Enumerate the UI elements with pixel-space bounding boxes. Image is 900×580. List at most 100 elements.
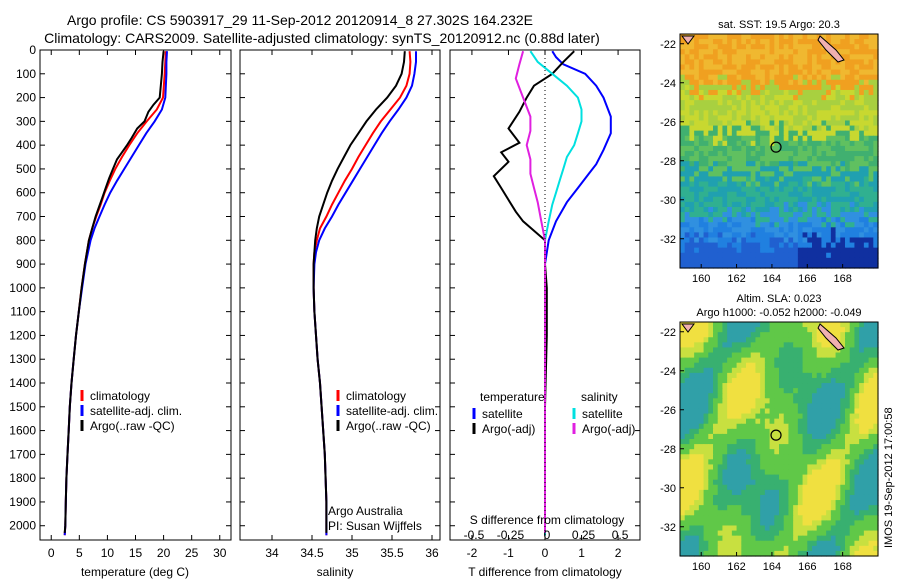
map-cell xyxy=(807,418,813,425)
map-cell xyxy=(812,145,818,152)
map-cell xyxy=(722,550,728,557)
map-cell xyxy=(764,95,771,101)
map-cell xyxy=(868,237,874,244)
map-cell xyxy=(698,247,705,254)
map-cell xyxy=(764,247,771,254)
map-cell xyxy=(779,252,785,259)
map-cell xyxy=(779,89,785,96)
map-cell xyxy=(727,449,733,455)
map-cell xyxy=(698,59,705,66)
map-cell xyxy=(830,357,837,364)
map-cell xyxy=(788,530,794,537)
map-cell xyxy=(868,115,874,122)
map-cell xyxy=(727,191,733,198)
map-cell xyxy=(689,242,695,249)
map-cell xyxy=(788,377,794,384)
map-cell xyxy=(698,252,705,259)
map-cell xyxy=(764,39,771,45)
map-cell xyxy=(684,186,691,193)
map-cell xyxy=(755,222,761,228)
map-cell xyxy=(859,484,865,491)
y-tick-label: -24 xyxy=(660,366,676,378)
map-cell xyxy=(689,49,695,55)
map-cell xyxy=(783,494,790,501)
map-cell xyxy=(868,145,874,152)
map-cell xyxy=(731,100,738,106)
map-cell xyxy=(727,54,733,61)
map-cell xyxy=(703,545,709,552)
map-cell xyxy=(774,372,780,379)
map-cell xyxy=(689,100,695,106)
y-tick-label: 1100 xyxy=(10,305,36,319)
map-cell xyxy=(694,39,700,45)
map-cell xyxy=(755,372,761,379)
map-cell xyxy=(722,49,728,55)
map-cell xyxy=(689,352,695,359)
map-cell xyxy=(689,383,695,389)
map-cell xyxy=(830,74,837,81)
map-cell xyxy=(698,444,705,450)
map-cell xyxy=(793,393,799,399)
map-cell xyxy=(727,110,733,116)
map-cell xyxy=(750,115,757,122)
map-cell xyxy=(868,342,874,349)
map-cell xyxy=(849,423,856,430)
map-cell xyxy=(812,484,818,491)
map-cell xyxy=(840,69,846,76)
map-cell xyxy=(797,222,804,228)
map-cell xyxy=(863,212,870,218)
map-cell xyxy=(830,322,837,328)
map-cell xyxy=(854,206,860,213)
map-cell xyxy=(835,222,841,228)
map-cell xyxy=(812,39,818,45)
map-cell xyxy=(807,423,813,430)
map-cell xyxy=(713,500,719,506)
map-cell xyxy=(845,352,851,359)
map-cell xyxy=(863,423,870,430)
map-cell xyxy=(741,222,747,228)
map-cell xyxy=(708,262,714,269)
map-cell xyxy=(793,44,799,50)
map-cell xyxy=(779,140,785,147)
series-line-difference-3 xyxy=(514,50,546,533)
map-cell xyxy=(873,525,879,532)
map-cell xyxy=(698,242,705,249)
map-cell xyxy=(717,257,724,264)
map-cell xyxy=(793,505,799,511)
map-cell xyxy=(821,125,827,132)
map-cell xyxy=(863,100,870,106)
map-cell xyxy=(769,105,775,111)
map-cell xyxy=(779,115,785,122)
y-tick-label: 1200 xyxy=(9,328,36,342)
map-cell xyxy=(741,342,747,349)
map-cell xyxy=(779,342,785,349)
map-cell xyxy=(793,454,799,460)
map-cell xyxy=(840,64,846,71)
map-cell xyxy=(797,125,804,132)
map-cell xyxy=(764,196,771,203)
map-cell xyxy=(694,110,700,116)
map-cell xyxy=(783,222,790,228)
map-cell xyxy=(845,479,851,486)
map-cell xyxy=(684,489,691,496)
map-cell xyxy=(821,535,827,542)
map-cell xyxy=(689,120,695,127)
map-cell xyxy=(826,232,832,239)
map-cell xyxy=(816,120,823,127)
map-cell xyxy=(764,403,771,410)
map-cell xyxy=(741,357,747,364)
map-cell xyxy=(713,110,719,116)
map-cell xyxy=(821,530,827,537)
map-cell xyxy=(840,196,846,203)
map-cell xyxy=(722,130,728,137)
map-cell xyxy=(821,232,827,239)
map-cell xyxy=(764,408,771,415)
map-cell xyxy=(680,352,686,359)
map-cell xyxy=(694,95,700,101)
map-cell xyxy=(727,130,733,137)
map-cell xyxy=(812,95,818,101)
map-cell xyxy=(812,423,818,430)
map-cell xyxy=(727,89,733,96)
map-cell xyxy=(821,100,827,106)
map-cell xyxy=(717,357,724,364)
